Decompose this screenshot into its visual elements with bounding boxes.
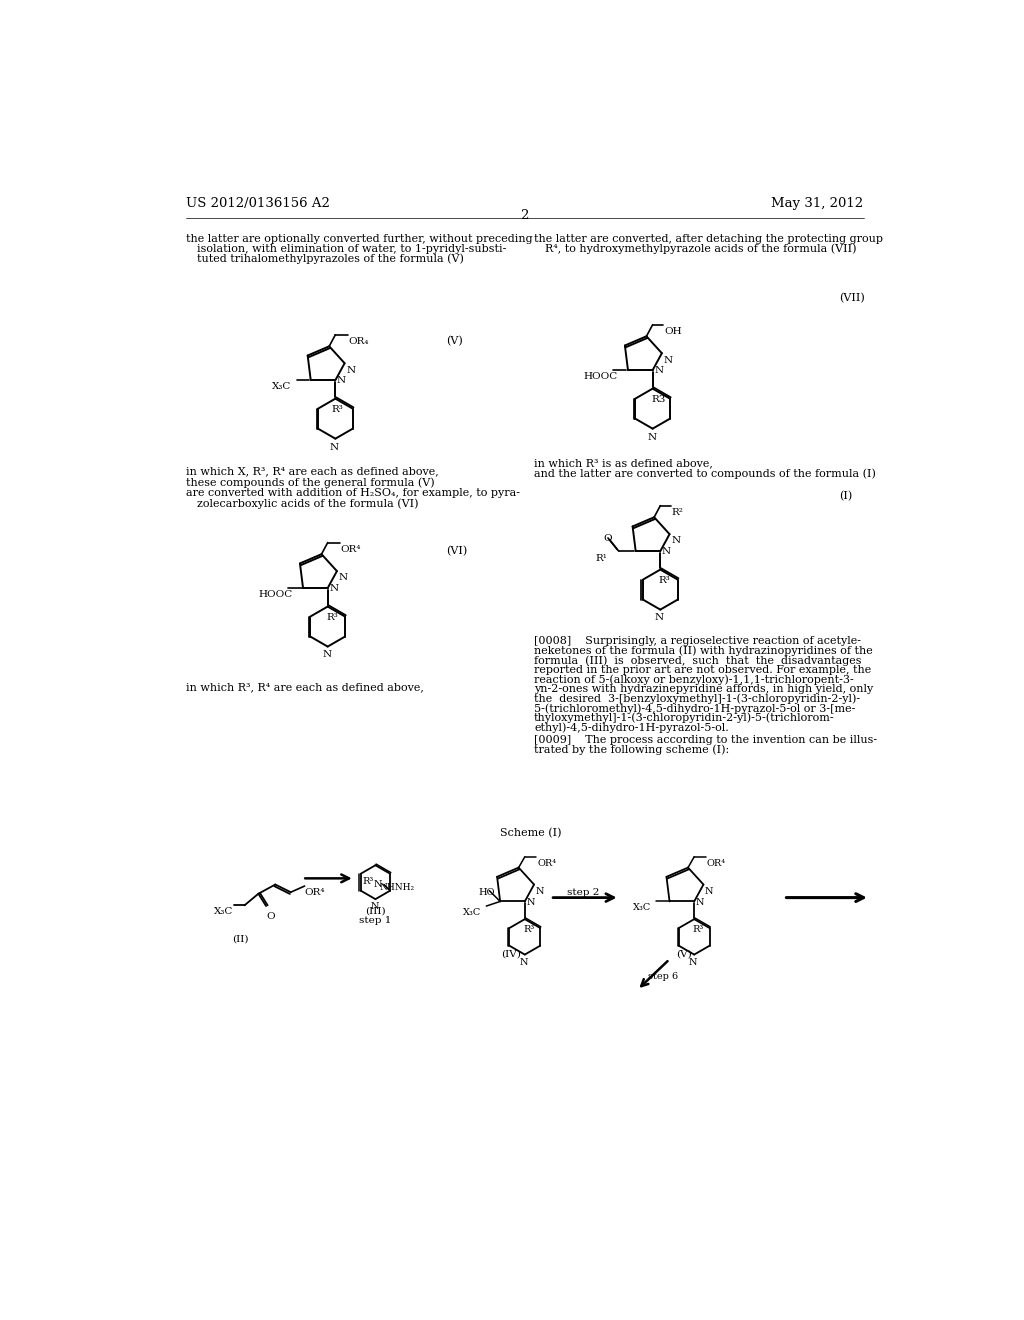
Text: N: N (664, 355, 673, 364)
Text: in which X, R³, R⁴ are each as defined above,: in which X, R³, R⁴ are each as defined a… (186, 466, 438, 477)
Text: N: N (339, 573, 347, 582)
Text: and the latter are converted to compounds of the formula (I): and the latter are converted to compound… (535, 469, 876, 479)
Text: R³: R³ (332, 405, 343, 413)
Text: May 31, 2012: May 31, 2012 (771, 197, 863, 210)
Text: yn-2-ones with hydrazinepyridine affords, in high yield, only: yn-2-ones with hydrazinepyridine affords… (535, 684, 873, 694)
Text: N: N (373, 880, 382, 888)
Text: O: O (603, 535, 612, 543)
Text: R³: R³ (362, 876, 374, 886)
Text: (III): (III) (366, 907, 386, 916)
Text: N: N (337, 376, 346, 385)
Text: these compounds of the general formula (V): these compounds of the general formula (… (186, 478, 434, 488)
Text: OR⁴: OR⁴ (538, 859, 556, 869)
Text: Scheme (I): Scheme (I) (500, 829, 561, 838)
Text: reported in the prior art are not observed. For example, the: reported in the prior art are not observ… (535, 665, 871, 675)
Text: N: N (695, 898, 705, 907)
Text: step 2: step 2 (567, 887, 599, 896)
Text: (V): (V) (446, 335, 463, 346)
Text: in which R³ is as defined above,: in which R³ is as defined above, (535, 459, 713, 469)
Text: formula  (III)  is  observed,  such  that  the  disadvantages: formula (III) is observed, such that the… (535, 655, 861, 665)
Text: N: N (330, 585, 338, 593)
Text: 5-(trichloromethyl)-4,5-dihydro-1H-pyrazol-5-ol or 3-[me-: 5-(trichloromethyl)-4,5-dihydro-1H-pyraz… (535, 704, 855, 714)
Text: are converted with addition of H₂SO₄, for example, to pyra-: are converted with addition of H₂SO₄, fo… (186, 488, 520, 498)
Text: OR⁴: OR⁴ (341, 545, 361, 554)
Text: N: N (654, 367, 664, 375)
Text: HOOC: HOOC (584, 372, 617, 381)
Text: (I): (I) (839, 491, 852, 502)
Text: R3: R3 (651, 395, 666, 404)
Text: N: N (662, 548, 671, 556)
Text: N: N (330, 442, 339, 451)
Text: OR₄: OR₄ (348, 337, 369, 346)
Text: OR⁴: OR⁴ (707, 859, 726, 869)
Text: neketones of the formula (II) with hydrazinopyridines of the: neketones of the formula (II) with hydra… (535, 645, 872, 656)
Text: step 6: step 6 (648, 973, 678, 981)
Text: thyloxymethyl]-1-(3-chloropyridin-2-yl)-5-(trichlorom-: thyloxymethyl]-1-(3-chloropyridin-2-yl)-… (535, 713, 835, 723)
Text: US 2012/0136156 A2: US 2012/0136156 A2 (186, 197, 330, 210)
Text: in which R³, R⁴ are each as defined above,: in which R³, R⁴ are each as defined abov… (186, 682, 424, 692)
Text: HO: HO (478, 887, 495, 896)
Text: N: N (346, 366, 355, 375)
Text: X₃C: X₃C (272, 383, 292, 392)
Text: R³: R³ (523, 924, 535, 933)
Text: step 1: step 1 (359, 916, 391, 925)
Text: N: N (671, 536, 680, 545)
Text: reaction of 5-(alkoxy or benzyloxy)-1,1,1-trichloropent-3-: reaction of 5-(alkoxy or benzyloxy)-1,1,… (535, 675, 854, 685)
Text: [0008]    Surprisingly, a regioselective reaction of acetyle-: [0008] Surprisingly, a regioselective re… (535, 636, 861, 645)
Text: trated by the following scheme (I):: trated by the following scheme (I): (535, 744, 729, 755)
Text: the  desired  3-[benzyloxymethyl]-1-(3-chloropyridin-2-yl)-: the desired 3-[benzyloxymethyl]-1-(3-chl… (535, 693, 860, 704)
Text: (VI): (VI) (446, 545, 468, 556)
Text: N: N (655, 614, 664, 623)
Text: R³: R³ (326, 612, 338, 622)
Text: R³: R³ (692, 924, 703, 933)
Text: X₃C: X₃C (214, 907, 233, 916)
Text: N: N (536, 887, 544, 896)
Text: R⁴, to hydroxymethylpyrazole acids of the formula (VII): R⁴, to hydroxymethylpyrazole acids of th… (545, 244, 856, 255)
Text: R²: R² (672, 508, 684, 517)
Text: [0009]    The process according to the invention can be illus-: [0009] The process according to the inve… (535, 735, 878, 744)
Text: zolecarboxylic acids of the formula (VI): zolecarboxylic acids of the formula (VI) (197, 498, 418, 508)
Text: X₃C: X₃C (463, 908, 481, 916)
Text: N: N (689, 958, 697, 966)
Text: N: N (323, 651, 332, 660)
Text: (IV): (IV) (501, 949, 521, 958)
Text: (II): (II) (232, 935, 249, 944)
Text: 2: 2 (520, 209, 529, 222)
Text: X₃C: X₃C (633, 903, 651, 912)
Text: N: N (526, 898, 535, 907)
Text: R¹: R¹ (596, 554, 607, 564)
Text: (VII): (VII) (839, 293, 864, 304)
Text: HOOC: HOOC (258, 590, 293, 599)
Text: N: N (371, 903, 379, 911)
Text: OH: OH (665, 327, 682, 337)
Text: N: N (647, 433, 656, 441)
Text: ethyl)-4,5-dihydro-1H-pyrazol-5-ol.: ethyl)-4,5-dihydro-1H-pyrazol-5-ol. (535, 722, 729, 733)
Text: the latter are converted, after detaching the protecting group: the latter are converted, after detachin… (535, 234, 883, 244)
Text: the latter are optionally converted further, without preceding: the latter are optionally converted furt… (186, 234, 532, 244)
Text: NHNH₂: NHNH₂ (379, 883, 415, 892)
Text: R³: R³ (658, 576, 671, 585)
Text: N: N (705, 887, 714, 896)
Text: OR⁴: OR⁴ (304, 887, 325, 896)
Text: O: O (267, 912, 275, 921)
Text: (V): (V) (676, 949, 692, 958)
Text: N: N (519, 958, 528, 966)
Text: isolation, with elimination of water, to 1-pyridyl-substi-: isolation, with elimination of water, to… (197, 244, 506, 253)
Text: tuted trihalomethylpyrazoles of the formula (V): tuted trihalomethylpyrazoles of the form… (197, 253, 464, 264)
